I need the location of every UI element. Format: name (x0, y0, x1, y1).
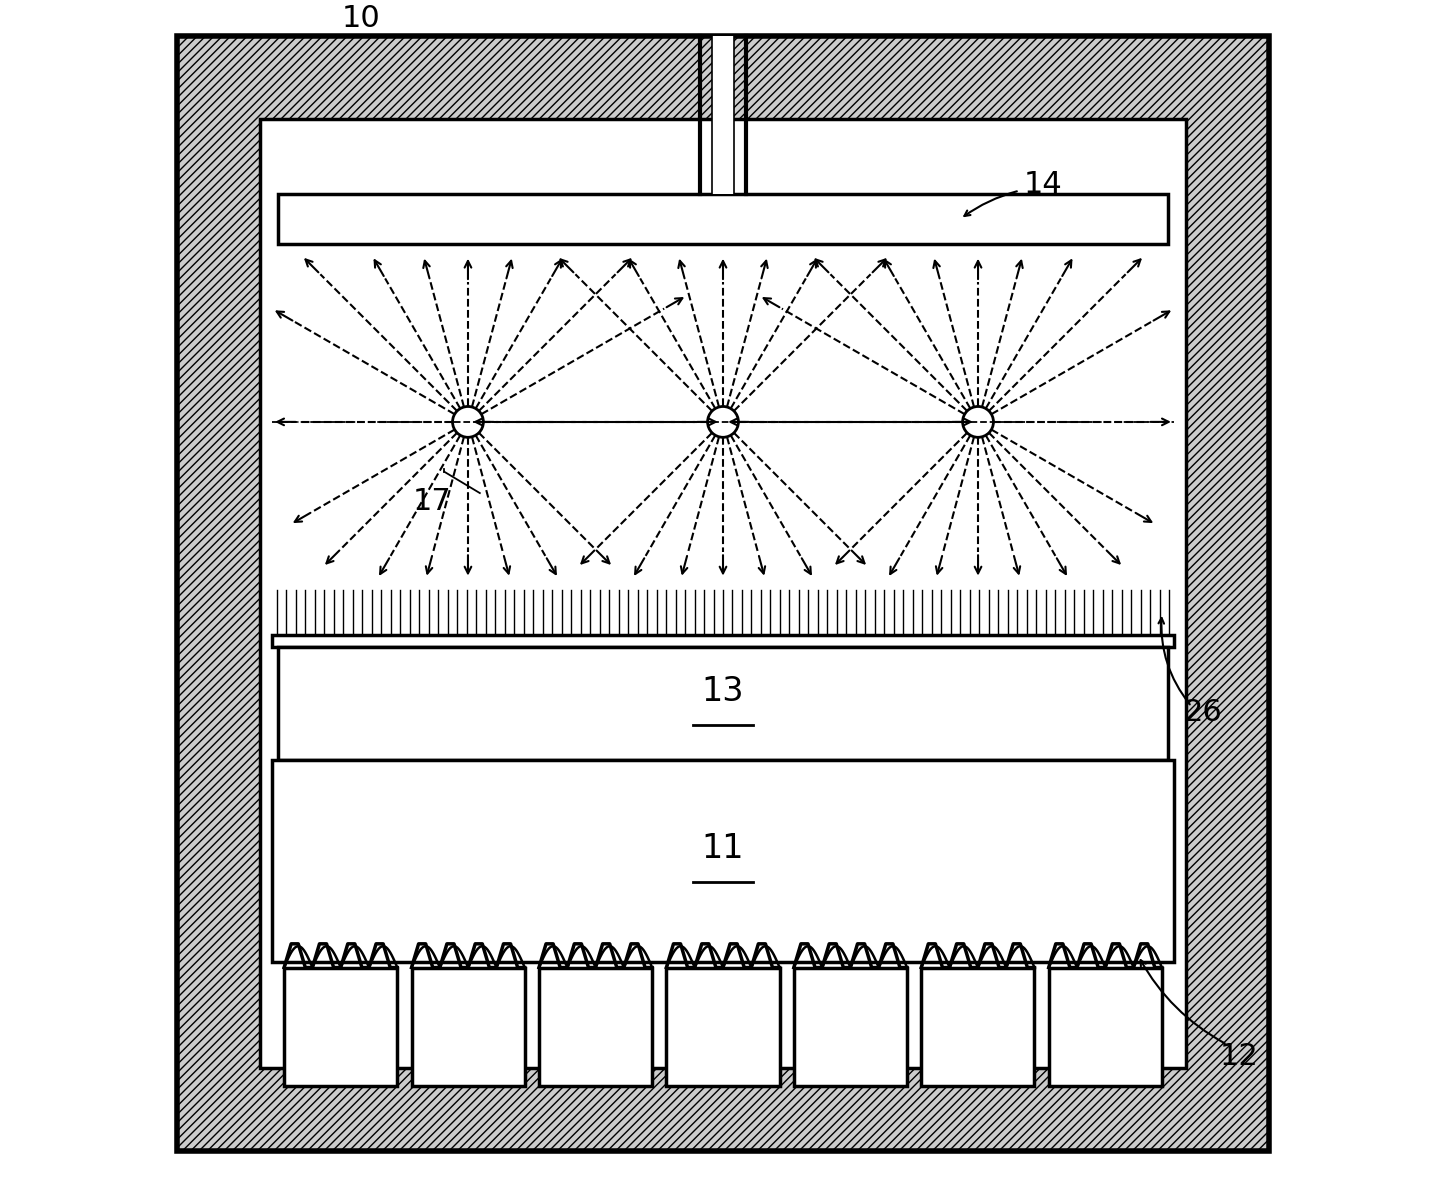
Bar (283, 967, 398, 1086)
Text: 11: 11 (701, 832, 745, 865)
Bar (278, 195, 1168, 245)
Text: 12: 12 (1219, 1042, 1258, 1071)
Bar (667, 967, 779, 1086)
Bar (921, 967, 1034, 1086)
Text: 10: 10 (341, 4, 380, 33)
Bar (794, 967, 907, 1086)
Text: 26: 26 (1184, 698, 1223, 726)
Bar (260, 120, 1186, 1068)
Bar (711, 37, 735, 195)
Bar (272, 635, 1174, 647)
Text: 13: 13 (701, 675, 745, 709)
Text: 14: 14 (1024, 170, 1063, 199)
Text: 17: 17 (414, 487, 451, 516)
Bar (272, 760, 1174, 961)
Bar (539, 967, 652, 1086)
Bar (1048, 967, 1163, 1086)
Bar (278, 647, 1168, 760)
Bar (412, 967, 525, 1086)
